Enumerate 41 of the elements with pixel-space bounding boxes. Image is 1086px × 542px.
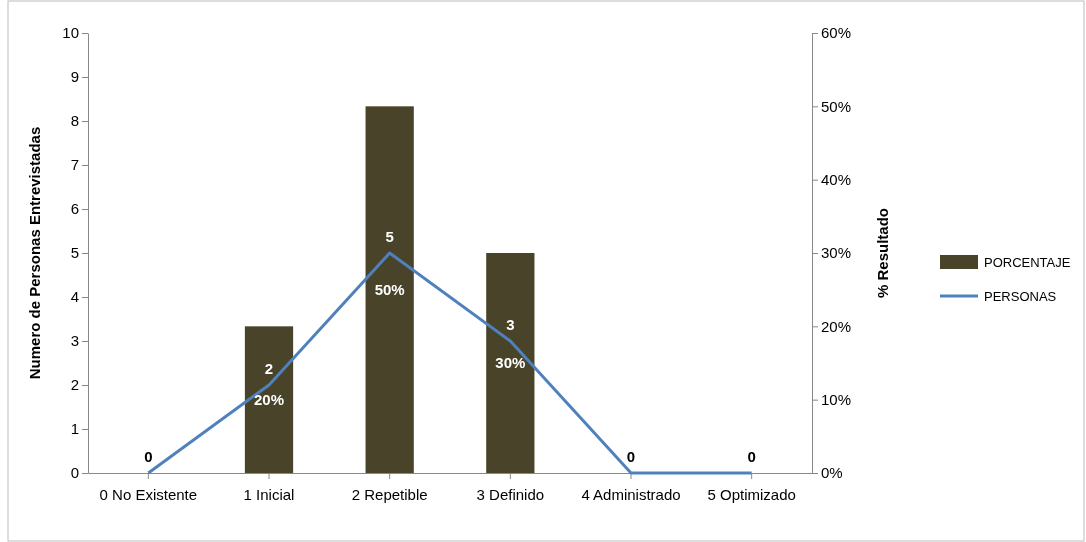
legend-label: PORCENTAJE [984, 254, 1071, 270]
data-label: 3 [506, 316, 515, 334]
y-tick-label: 3 [70, 332, 79, 350]
bar [486, 253, 535, 473]
y2-tick-label: 10% [821, 390, 852, 408]
data-label: 30% [495, 354, 526, 372]
legend-label: PERSONAS [984, 288, 1057, 304]
x-tick-label: 5 Optimizado [707, 486, 796, 503]
line-series [146, 251, 754, 475]
y-tick-label: 4 [70, 288, 79, 306]
y2-tick-label: 40% [821, 170, 852, 188]
y-tick-label: 2 [70, 376, 79, 394]
y2-tick-label: 30% [821, 244, 852, 262]
y2-tick-label: 20% [821, 317, 852, 335]
x-tick-label: 4 Administrado [581, 486, 681, 503]
data-label: 50% [374, 280, 405, 298]
data-label: 2 [264, 360, 274, 378]
y-tick-label: 0 [70, 464, 79, 482]
y2-tick-label: 0% [821, 464, 843, 482]
x-tick-label: 1 Inicial [243, 486, 295, 503]
y-axis-title: Numero de Personas Entrevistadas [26, 126, 43, 380]
y2-axis-title: % Resultado [874, 207, 891, 299]
y-tick-label: 5 [70, 244, 79, 262]
y-tick-label: 7 [70, 156, 79, 174]
y2-tick-label: 60% [821, 24, 852, 42]
data-label: 0 [747, 448, 756, 466]
x-tick-label: 2 Repetible [351, 486, 428, 503]
y-tick-label: 9 [70, 68, 79, 86]
x-tick-label: 0 No Existente [99, 486, 198, 503]
y-tick-label: 8 [70, 112, 79, 130]
bar [365, 106, 414, 473]
data-label: 20% [253, 390, 285, 408]
data-label: 5 [385, 228, 394, 246]
data-label: 0 [144, 448, 153, 466]
y-tick-label: 1 [70, 420, 79, 438]
x-tick-label: 3 Definido [476, 486, 545, 503]
y-tick-label: 6 [70, 200, 79, 218]
data-label: 0 [626, 448, 636, 466]
y2-tick-label: 50% [821, 97, 852, 115]
bar [244, 326, 294, 473]
y-tick-label: 10 [62, 24, 79, 42]
